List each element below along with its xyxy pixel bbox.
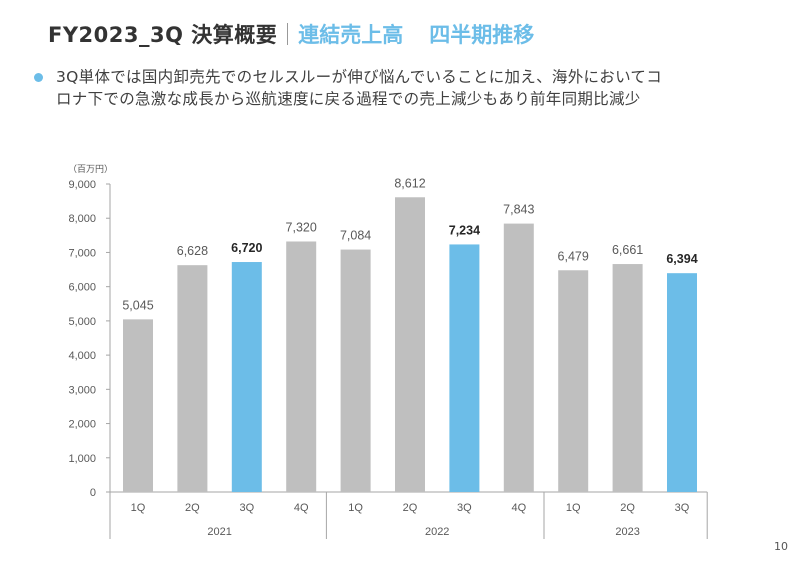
x-tick-label: 2Q [403, 502, 418, 514]
x-tick-label: 2Q [185, 502, 200, 514]
data-label: 8,612 [394, 176, 425, 190]
x-tick-label: 2Q [620, 502, 635, 514]
y-axis-unit-label: （百万円） [68, 164, 113, 174]
y-tick-label: 3,000 [68, 384, 96, 396]
data-label: 7,084 [340, 229, 371, 243]
y-tick-label: 4,000 [68, 350, 96, 362]
y-tick-label: 7,000 [68, 247, 96, 259]
y-tick-label: 0 [90, 487, 96, 499]
y-tick-label: 5,000 [68, 316, 96, 328]
page-number: 10 [774, 540, 788, 553]
data-label: 6,479 [558, 249, 589, 263]
bar [123, 319, 153, 492]
data-label: 7,320 [286, 220, 317, 234]
title-sub: 連結売上高 [298, 23, 404, 47]
bar [612, 264, 643, 492]
bullet-point: 3Q単体では国内卸売先でのセルスルーが伸び悩んでいることに加え、海外においてコ … [34, 66, 794, 110]
bar [231, 262, 262, 492]
x-tick-label: 1Q [131, 502, 146, 514]
title-divider [287, 23, 289, 45]
data-label: 5,045 [122, 298, 153, 312]
data-label: 6,628 [177, 244, 208, 258]
data-label: 7,234 [449, 223, 480, 237]
x-tick-label: 3Q [457, 502, 472, 514]
x-tick-label: 4Q [294, 502, 309, 514]
group-label: 2023 [615, 526, 639, 538]
y-tick-label: 6,000 [68, 282, 96, 294]
bullet-line-2: ロナ下での急激な成長から巡航速度に戻る過程での売上減少もあり前年同期比減少 [56, 90, 641, 108]
x-tick-label: 1Q [348, 502, 363, 514]
data-label: 6,720 [231, 241, 262, 255]
group-label: 2022 [425, 526, 449, 538]
page-title: FY2023_3Q 決算概要 連結売上高 四半期推移 [48, 18, 534, 50]
bar [449, 244, 480, 492]
x-tick-label: 1Q [566, 502, 581, 514]
y-tick-label: 2,000 [68, 419, 96, 431]
bar [558, 270, 589, 492]
x-tick-label: 3Q [675, 502, 690, 514]
bar [286, 241, 317, 492]
title-main: FY2023_3Q 決算概要 [48, 23, 278, 47]
y-tick-label: 1,000 [68, 453, 96, 465]
bar [177, 265, 208, 492]
bar [395, 197, 425, 492]
bar [340, 249, 371, 492]
group-label: 2021 [207, 526, 231, 538]
bar [667, 273, 697, 492]
title-sub2: 四半期推移 [429, 23, 535, 47]
bullet-line-1: 3Q単体では国内卸売先でのセルスルーが伸び悩んでいることに加え、海外においてコ [56, 68, 663, 86]
data-label: 6,661 [612, 243, 643, 257]
y-tick-label: 9,000 [68, 179, 96, 191]
data-label: 6,394 [666, 252, 697, 266]
x-tick-label: 4Q [511, 502, 526, 514]
data-label: 7,843 [503, 203, 534, 217]
y-tick-label: 8,000 [68, 213, 96, 225]
bar [503, 223, 534, 493]
x-tick-label: 3Q [239, 502, 254, 514]
bullet-dot-icon [34, 73, 43, 82]
